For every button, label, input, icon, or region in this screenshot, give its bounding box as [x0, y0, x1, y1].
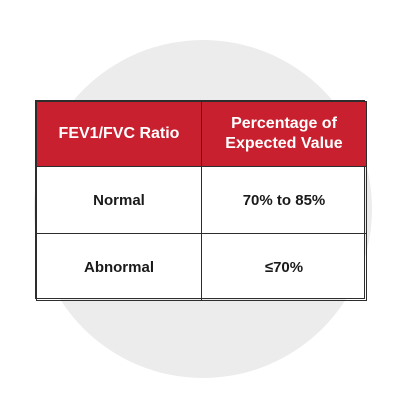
header-percentage-expected: Percentage of Expected Value: [201, 101, 367, 167]
spirometry-table: FEV1/FVC Ratio Percentage of Expected Va…: [35, 100, 367, 301]
table-header-row: FEV1/FVC Ratio Percentage of Expected Va…: [36, 101, 367, 167]
header-fev1-fvc-ratio: FEV1/FVC Ratio: [36, 101, 202, 167]
cell-normal-value: 70% to 85%: [201, 166, 367, 234]
cell-abnormal-value: ≤70%: [201, 233, 367, 301]
table-row: Abnormal ≤70%: [36, 233, 367, 301]
cell-normal-label: Normal: [36, 166, 202, 234]
table-row: Normal 70% to 85%: [36, 166, 367, 234]
cell-abnormal-label: Abnormal: [36, 233, 202, 301]
